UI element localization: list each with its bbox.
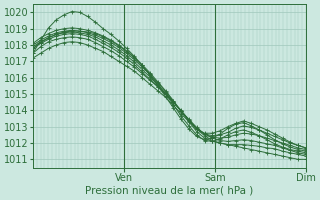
X-axis label: Pression niveau de la mer( hPa ): Pression niveau de la mer( hPa ): [85, 186, 253, 196]
